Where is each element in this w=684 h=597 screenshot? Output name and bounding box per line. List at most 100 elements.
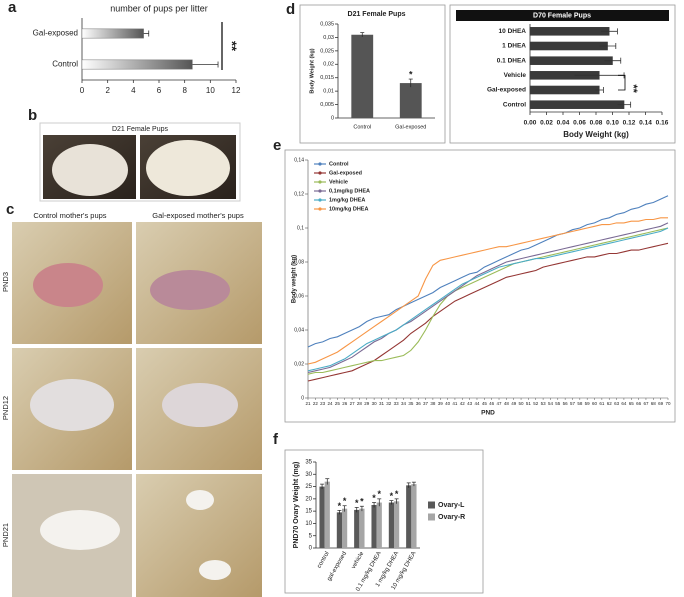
legend-label: 1mg/kg DHEA [329,197,365,203]
annotation: * [395,489,399,499]
x-tick-label: 59 [585,401,591,406]
y-tick-label: Control [52,60,78,69]
y-tick-label: 30 [305,472,312,478]
bar [529,100,625,109]
x-tick-label: 0.12 [623,120,636,127]
x-tick-label: Control [353,124,371,130]
x-tick-label: 43 [467,401,473,406]
bar [376,502,382,548]
bar [411,484,417,548]
x-tick-label: 53 [541,401,547,406]
bar [81,28,144,39]
legend-label: Ovary-R [438,514,465,521]
x-tick-label: 23 [320,401,326,406]
legend-marker [318,189,322,193]
y-tick-label: Gal-exposed [33,29,78,38]
annotation: * [343,496,347,506]
photo-subject [186,490,214,510]
row-label: PND12 [1,396,10,420]
photo-subject [199,560,231,580]
y-tick-label: 0,015 [320,75,334,81]
x-tick-label: 46 [489,401,495,406]
x-tick-label: 0.14 [639,120,652,127]
x-tick-label: 66 [636,401,642,406]
x-axis-title: Body Weight (kg) [563,130,629,139]
panel-letter: e [273,137,281,154]
panel-frame [284,449,484,594]
x-tick-label: 35 [408,401,414,406]
bar [399,83,422,118]
x-tick-label: 0.02 [540,120,553,127]
column-label: Gal-exposed mother's pups [152,211,244,220]
y-tick-label: 25 [305,484,312,490]
bar [351,34,374,118]
x-tick-label: 50 [519,401,525,406]
x-tick-label: 36 [416,401,422,406]
x-tick-label: 29 [364,401,370,406]
y-axis-title: PND70 Ovary Weight (mg) [293,462,300,549]
annotation: * [360,497,364,507]
x-tick-label: 26 [342,401,348,406]
bar [342,508,348,548]
x-tick-label: 44 [474,401,480,406]
legend-label: Vehicle [329,179,348,185]
y-tick-label: 0,035 [320,21,334,27]
legend-label: Control [329,161,349,167]
x-tick-label: 38 [430,401,436,406]
x-tick-label: 31 [379,401,385,406]
annotation: * [372,493,376,503]
y-tick-label: 0,03 [323,35,334,41]
y-tick-label: 0,08 [294,259,304,265]
y-tick-label: 0,14 [294,157,304,163]
row-label: PND21 [1,523,10,547]
series-line [307,217,668,365]
y-tick-label: 20 [305,496,312,502]
x-tick-label: 52 [533,401,539,406]
x-tick-label: 0.08 [590,120,603,127]
row-label: PND3 [1,272,10,292]
x-tick-label: 10 [206,86,215,95]
y-tick-label: 0,01 [323,89,334,95]
legend-swatch [428,501,435,509]
annotation: * [355,498,359,508]
legend-marker [318,180,322,184]
x-tick-label: 0 [80,86,85,95]
annotation: * [390,491,394,501]
x-tick-label: 27 [350,401,356,406]
legend-marker [318,207,322,211]
photo-subject [162,383,238,427]
annotation: ** [225,41,240,52]
bar [371,505,377,548]
y-tick-label: 15 [305,509,312,515]
x-tick-label: 28 [357,401,363,406]
y-tick-label: 0 [331,115,334,121]
bar [354,509,360,548]
x-tick-label: 8 [182,86,187,95]
x-tick-label: 63 [614,401,620,406]
bar [529,27,610,36]
legend-swatch [428,513,435,521]
photo-subject [30,379,114,431]
legend-label: Gal-exposed [329,170,362,176]
x-tick-label: 12 [232,86,241,95]
chart-title: D70 Female Pups [533,12,591,19]
x-tick-label: 49 [511,401,517,406]
x-tick-label: 4 [131,86,136,95]
x-tick-label: 0.00 [524,120,537,127]
bar [81,59,193,70]
y-tick-label: 0,02 [323,62,334,68]
y-tick-label: 0,06 [294,293,304,299]
x-tick-label: 33 [394,401,400,406]
x-tick-label: 68 [651,401,657,406]
x-tick-label: 39 [438,401,444,406]
photo-subject [150,270,230,310]
x-tick-label: 21 [305,401,311,406]
x-tick-label: 42 [460,401,466,406]
y-tick-label: 35 [305,460,312,466]
x-tick-label: 6 [157,86,162,95]
series-line [307,242,669,382]
series-line [307,222,669,374]
photo-subject [146,140,230,196]
photo-title: D21 Female Pups [112,126,169,133]
